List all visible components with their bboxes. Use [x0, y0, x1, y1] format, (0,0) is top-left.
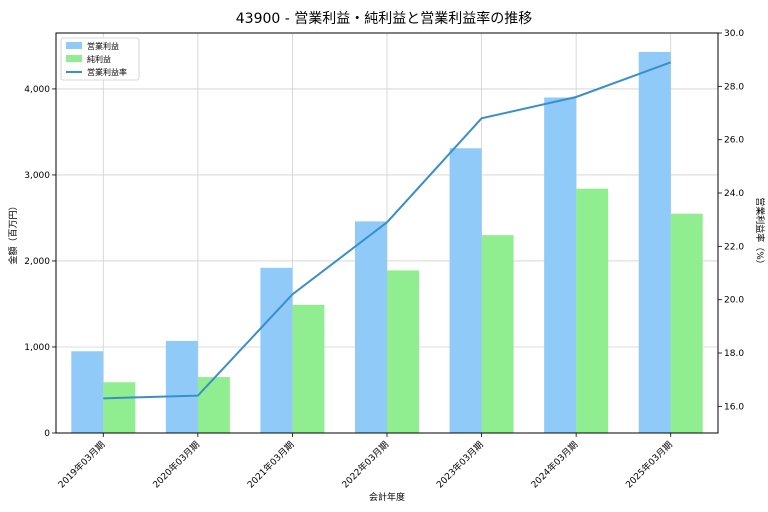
legend-swatch: [66, 55, 82, 62]
operating-profit-bar: [71, 351, 104, 433]
bars: [71, 51, 703, 434]
net-profit-bar: [670, 213, 703, 433]
y-right-tick-label: 22.0: [724, 242, 744, 252]
y-left-tick-label: 1,000: [24, 343, 50, 353]
net-profit-bar: [481, 235, 514, 433]
operating-profit-bar: [544, 97, 577, 434]
operating-margin-line: [103, 61, 672, 400]
y-right-tick-label: 18.0: [724, 349, 744, 359]
y-axis-right-label: 営業利益率（%）: [754, 197, 766, 269]
x-tick-label: 2025年03月期: [623, 439, 675, 491]
legend-label: 営業利益: [87, 41, 119, 51]
legend-label: 営業利益率: [87, 67, 127, 77]
operating-profit-bar: [638, 51, 671, 433]
x-tick-label: 2020年03月期: [150, 439, 202, 491]
y-right-tick-label: 30.0: [724, 29, 744, 39]
net-profit-bar: [576, 188, 609, 433]
margin-line: [103, 61, 672, 400]
y-left-tick-label: 2,000: [24, 257, 50, 267]
y-right-tick-label: 16.0: [724, 402, 744, 412]
operating-profit-bar: [260, 267, 293, 433]
y-right-tick-label: 28.0: [724, 82, 744, 92]
x-tick-label: 2021年03月期: [245, 439, 297, 491]
y-axis-right: 16.0 18.0 20.0 22.0 24.0 26.0 28.0 30.0: [718, 29, 744, 412]
net-profit-bar: [292, 304, 325, 433]
y-left-tick-label: 4,000: [24, 85, 50, 95]
y-right-tick-label: 26.0: [724, 136, 744, 146]
x-tick-label: 2024年03月期: [528, 439, 580, 491]
legend-swatch: [66, 42, 82, 49]
y-right-tick-label: 20.0: [724, 296, 744, 306]
x-tick-label: 2022年03月期: [339, 439, 391, 491]
net-profit-bar: [197, 377, 230, 433]
y-right-tick-label: 24.0: [724, 189, 744, 199]
y-left-tick-label: 0: [44, 429, 50, 439]
chart-title: 43900 - 営業利益・純利益と営業利益率の推移: [236, 10, 533, 27]
legend-label: 純利益: [87, 54, 111, 64]
x-axis: 2019年03月期 2020年03月期 2021年03月期 2022年03月期 2023…: [56, 433, 675, 491]
operating-profit-bar: [449, 148, 482, 434]
x-tick-label: 2023年03月期: [434, 439, 486, 491]
x-axis-label: 会計年度: [369, 491, 405, 503]
x-tick-label: 2019年03月期: [56, 439, 108, 491]
operating-profit-bar: [165, 340, 198, 433]
y-axis-left: 0 1,000 2,000 3,000 4,000: [24, 85, 56, 439]
net-profit-bar: [387, 270, 419, 433]
y-left-tick-label: 3,000: [24, 171, 50, 181]
y-axis-left-label: 金額（百万円）: [7, 201, 19, 264]
net-profit-bar: [103, 382, 136, 433]
operating-profit-bar: [355, 221, 387, 433]
